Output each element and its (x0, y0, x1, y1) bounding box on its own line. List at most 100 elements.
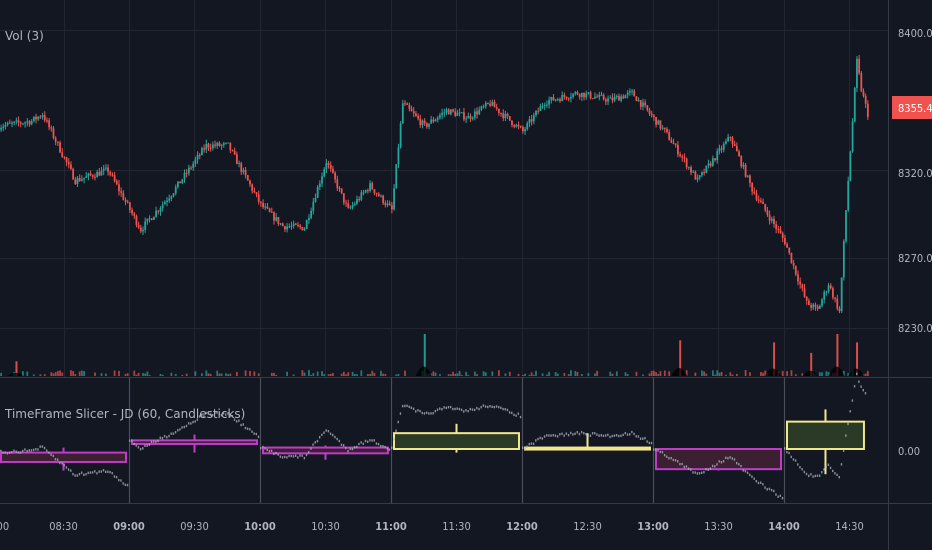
mini-candle (220, 413, 223, 417)
mini-candle (714, 465, 716, 468)
candle-body (469, 116, 472, 119)
candle-body (65, 157, 68, 163)
candle-body (98, 172, 101, 176)
candle-body (28, 121, 31, 125)
volume-hump (415, 366, 432, 376)
volume-bar (146, 371, 149, 376)
candle-body (342, 193, 345, 203)
mini-candle (231, 415, 234, 418)
time-axis[interactable]: 8:00 08:30 09:00 09:30 10:00 10:30 11:00 11:30 1… (0, 520, 864, 533)
candle-body (61, 152, 64, 157)
volume-bar (530, 372, 533, 376)
mini-candle (166, 436, 168, 439)
candle-body (286, 226, 288, 230)
mini-candle (794, 459, 797, 462)
mini-candle (421, 411, 423, 415)
candle-body (659, 120, 662, 129)
mini-candle (823, 468, 825, 471)
mini-candle (458, 407, 461, 411)
volume-bar (144, 373, 147, 376)
candle-body (373, 189, 376, 194)
candle-body (524, 129, 526, 132)
candle-body (626, 92, 629, 95)
mini-candle (718, 460, 720, 463)
mini-candle (493, 405, 496, 409)
candle-body (214, 144, 216, 146)
price-tick: 8400.00 (898, 27, 932, 40)
mini-candle (790, 455, 792, 459)
volume-bar (148, 374, 151, 376)
mini-candle (777, 495, 779, 498)
volume-bar (714, 374, 716, 376)
volume-bar (301, 370, 304, 376)
candle-body (104, 167, 107, 169)
candle-body (493, 101, 496, 108)
volume-bar (821, 372, 823, 376)
candle-body (467, 116, 470, 119)
mini-candle (30, 449, 33, 452)
mini-candle (2, 451, 4, 454)
mini-candle (768, 487, 771, 491)
candle-body (153, 216, 155, 220)
mini-candle (556, 435, 559, 438)
mini-candle (358, 442, 360, 446)
volume-bar (170, 372, 173, 376)
volume-bar (517, 373, 520, 376)
mini-candle (740, 464, 742, 468)
volume-bar (694, 372, 697, 376)
mini-candle (369, 439, 371, 442)
volume-bar (207, 373, 210, 376)
mini-candle (543, 435, 546, 438)
volume-legend[interactable]: Vol (3) (5, 29, 44, 43)
candle-body (591, 98, 594, 100)
candle-body (825, 291, 828, 293)
candle-body (834, 297, 837, 299)
mini-candle (292, 455, 295, 458)
candle-body (779, 229, 782, 234)
volume-bar (685, 370, 688, 376)
mini-candle (858, 380, 860, 383)
candle-body (701, 172, 703, 176)
volume-bar (563, 373, 566, 376)
candle-body (100, 170, 103, 176)
candle-body (552, 97, 555, 101)
mini-candle (371, 439, 373, 442)
volume-bar (454, 373, 457, 376)
mini-candle (469, 407, 471, 411)
mini-candle (720, 461, 723, 464)
candle-body (775, 224, 778, 230)
mini-candle (305, 453, 308, 457)
price-axis[interactable]: 8400.00 8320.00 8270.00 8230.00 8355.49 … (892, 27, 932, 458)
mini-candle (142, 447, 144, 450)
candle-body (473, 111, 476, 118)
volume-bar (725, 374, 727, 376)
volume-hump (765, 368, 782, 376)
mini-candle (524, 447, 526, 450)
mini-candle (757, 481, 760, 485)
mini-candle (456, 407, 458, 410)
mini-candle (366, 440, 369, 443)
mini-candle (576, 431, 578, 434)
slicer-legend[interactable]: TimeFrame Slicer - JD (60, Candlesticks) (4, 407, 245, 421)
candle-body (111, 174, 114, 176)
candle-body (559, 99, 561, 102)
candle-body (733, 143, 736, 146)
candle-body (113, 175, 116, 182)
volume-bar (327, 374, 330, 376)
candle-body (687, 167, 690, 169)
mini-candle (126, 483, 129, 487)
volume-bar (323, 374, 326, 376)
candle-body (827, 285, 830, 292)
candle-body (543, 105, 546, 107)
candle-body (653, 115, 655, 118)
slice-body (786, 420, 865, 451)
mini-candle (144, 444, 146, 447)
candle-body (203, 148, 206, 150)
candle-body (679, 154, 681, 157)
mini-candle (860, 385, 862, 388)
candle-body (225, 142, 227, 144)
mini-candle (607, 433, 609, 437)
mini-candle (648, 441, 651, 445)
candle-body (87, 173, 90, 177)
